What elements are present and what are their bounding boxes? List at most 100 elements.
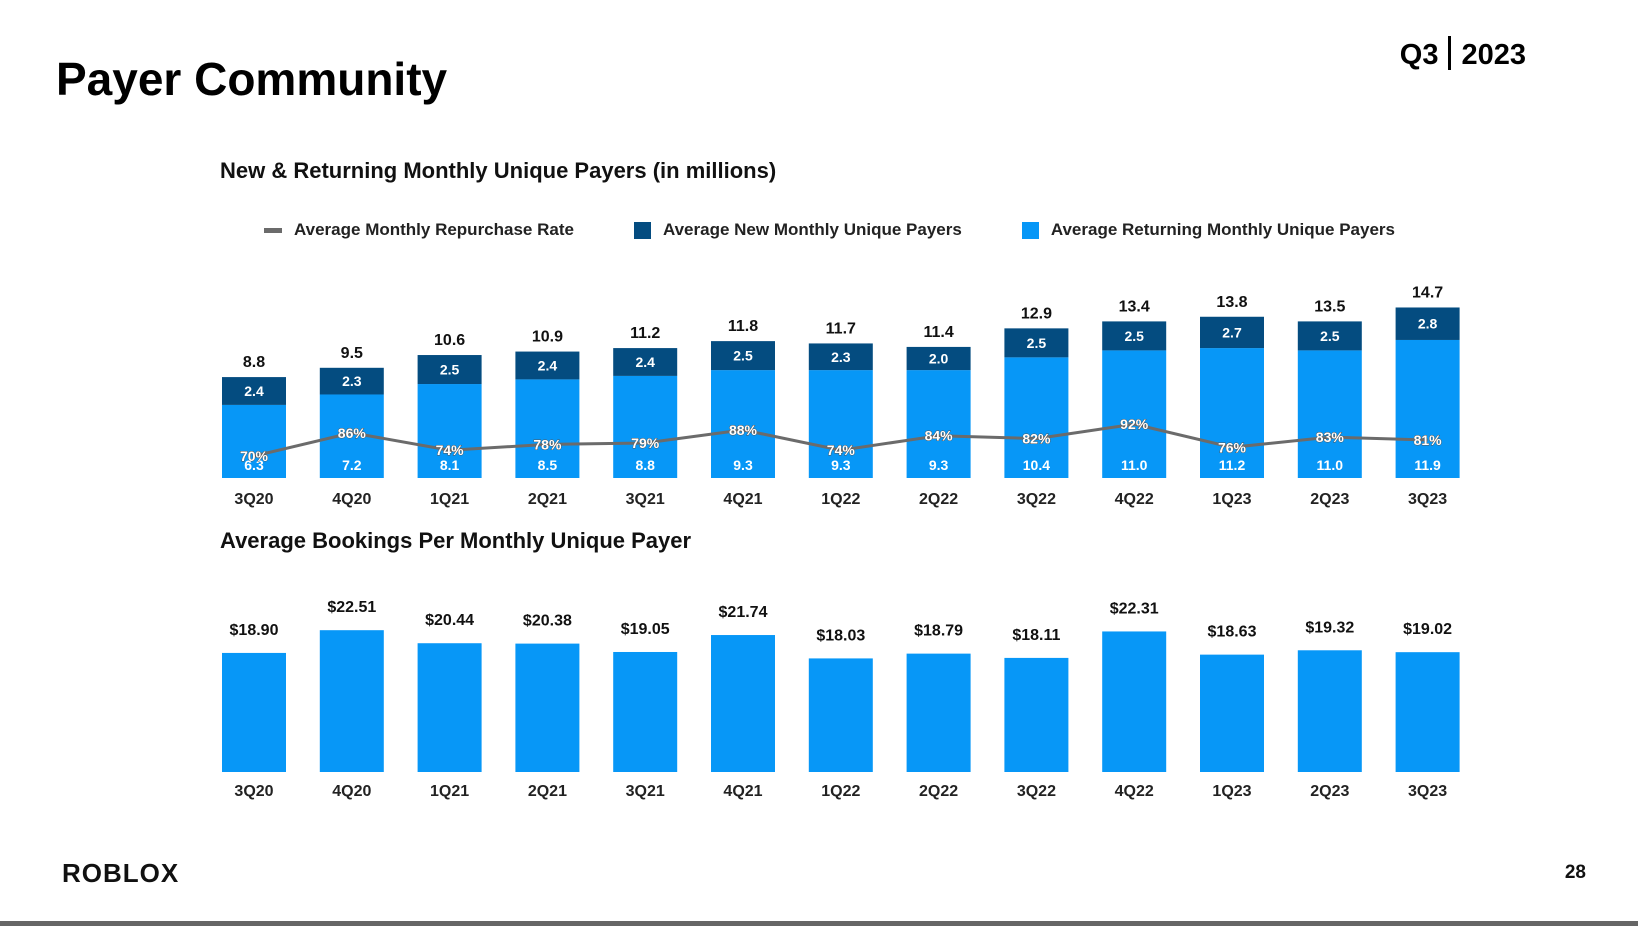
total-payers-value: 14.7 <box>1412 284 1443 301</box>
bookings-value: $18.63 <box>1208 624 1257 641</box>
x-tick-label: 4Q20 <box>332 783 371 800</box>
bookings-value: $20.38 <box>523 613 572 630</box>
returning-payers-value: 11.0 <box>1121 457 1148 473</box>
new-payers-bar <box>711 341 775 371</box>
x-tick-label: 1Q22 <box>821 491 860 508</box>
new-payers-bar <box>1102 321 1167 351</box>
x-tick-label: 4Q21 <box>723 783 762 800</box>
new-payers-bar <box>417 355 482 385</box>
bookings-value: $18.90 <box>230 622 279 639</box>
new-payers-bar <box>515 351 580 380</box>
returning-payers-bar <box>906 370 971 478</box>
page-title: Payer Community <box>56 53 448 105</box>
legend-item-new-payers: Average New Monthly Unique Payers <box>633 220 962 240</box>
bookings-chart-title: Average Bookings Per Monthly Unique Paye… <box>220 528 692 553</box>
legend-label-returning-payers: Average Returning Monthly Unique Payers <box>1050 220 1395 239</box>
returning-payers-value: 7.2 <box>342 457 362 473</box>
new-payers-value: 2.4 <box>244 383 264 399</box>
repurchase-rate-label: 78% <box>533 436 562 452</box>
x-tick-label: 2Q23 <box>1310 783 1349 800</box>
bookings-value: $19.32 <box>1305 619 1354 636</box>
bookings-bar <box>417 643 482 772</box>
new-payers-bar <box>222 377 286 405</box>
repurchase-rate-swatch <box>264 227 282 233</box>
total-payers-value: 9.5 <box>341 345 363 362</box>
total-payers-value: 11.4 <box>923 324 953 341</box>
new-payers-value: 2.8 <box>1418 316 1438 332</box>
period-divider <box>1448 36 1452 70</box>
x-tick-label: 3Q20 <box>234 491 273 508</box>
bookings-bar <box>613 651 678 772</box>
new-payers-bar <box>1004 328 1069 358</box>
legend-item-returning-payers: Average Returning Monthly Unique Payers <box>1021 220 1395 240</box>
new-payers-bar <box>1200 316 1264 349</box>
x-tick-label: 3Q21 <box>626 783 665 800</box>
x-tick-label: 3Q22 <box>1017 783 1056 800</box>
new-payers-bar <box>613 348 678 376</box>
new-payers-value: 2.5 <box>440 362 460 378</box>
returning-payers-value: 11.9 <box>1414 457 1441 473</box>
bookings-value: $18.79 <box>914 623 963 640</box>
repurchase-rate-label: 74% <box>436 442 465 458</box>
new-payers-value: 2.5 <box>1027 335 1047 351</box>
bookings-bar <box>319 630 384 772</box>
repurchase-rate-label: 70% <box>240 448 269 464</box>
bookings-bar <box>515 643 580 772</box>
bookings-value: $21.74 <box>719 604 768 621</box>
x-tick-label: 3Q22 <box>1017 491 1056 508</box>
repurchase-rate-label: 92% <box>1120 416 1149 432</box>
new-payers-value: 2.3 <box>342 373 362 389</box>
x-tick-label: 1Q21 <box>430 783 469 800</box>
x-tick-label: 4Q22 <box>1115 491 1154 508</box>
returning-payers-bar <box>417 384 482 478</box>
x-tick-label: 3Q20 <box>234 783 273 800</box>
bookings-value: $18.03 <box>816 627 865 644</box>
repurchase-rate-label: 76% <box>1218 439 1247 455</box>
total-payers-value: 10.6 <box>434 332 465 349</box>
new-payers-bar <box>808 343 873 371</box>
total-payers-value: 8.8 <box>243 354 265 371</box>
x-tick-label: 1Q23 <box>1212 783 1251 800</box>
x-tick-label: 2Q21 <box>528 783 567 800</box>
x-tick-label: 1Q23 <box>1212 491 1251 508</box>
new-payers-value: 2.0 <box>929 351 949 367</box>
returning-payers-bar <box>515 379 580 478</box>
repurchase-rate-label: 81% <box>1414 432 1443 448</box>
returning-payers-bar <box>222 404 286 478</box>
returning-payers-value: 9.3 <box>733 457 753 473</box>
bookings-bar <box>808 658 873 772</box>
returning-payers-swatch <box>1021 221 1039 239</box>
returning-payers-value: 8.8 <box>635 457 655 473</box>
bookings-bar <box>1102 631 1167 772</box>
bookings-bar-chart: $18.90 3Q20 $22.51 4Q20 $20.44 1Q21 $20.38 2Q21… <box>222 599 1460 800</box>
bookings-bar <box>1200 654 1264 772</box>
legend-item-repurchase-rate: Average Monthly Repurchase Rate <box>264 220 574 240</box>
returning-payers-bar <box>1004 357 1069 478</box>
new-payers-value: 2.5 <box>1124 328 1144 344</box>
returning-payers-value: 8.1 <box>440 457 460 473</box>
returning-payers-bar <box>613 375 678 478</box>
total-payers-value: 13.5 <box>1314 298 1345 315</box>
bookings-value: $22.51 <box>327 599 376 616</box>
x-tick-label: 2Q22 <box>919 783 958 800</box>
new-payers-value: 2.5 <box>1320 328 1340 344</box>
total-payers-value: 11.7 <box>826 320 856 337</box>
returning-payers-value: 11.0 <box>1317 457 1344 473</box>
repurchase-rate-label: 82% <box>1022 431 1051 447</box>
new-payers-bar <box>1297 321 1362 351</box>
returning-payers-bar <box>808 370 873 478</box>
total-payers-value: 10.9 <box>532 329 563 346</box>
total-payers-value: 11.8 <box>728 318 758 335</box>
x-tick-label: 2Q21 <box>528 491 567 508</box>
bookings-value: $20.44 <box>425 612 474 629</box>
bookings-bar <box>1004 657 1069 772</box>
bookings-value: $19.02 <box>1403 621 1452 638</box>
bookings-bar <box>711 635 775 772</box>
bookings-bar <box>222 652 286 772</box>
new-payers-value: 2.4 <box>538 357 558 373</box>
repurchase-rate-label: 84% <box>925 428 954 444</box>
x-tick-label: 1Q21 <box>430 491 469 508</box>
x-tick-label: 4Q22 <box>1115 783 1154 800</box>
new-payers-bar <box>319 367 384 395</box>
returning-payers-bar <box>1395 339 1460 478</box>
